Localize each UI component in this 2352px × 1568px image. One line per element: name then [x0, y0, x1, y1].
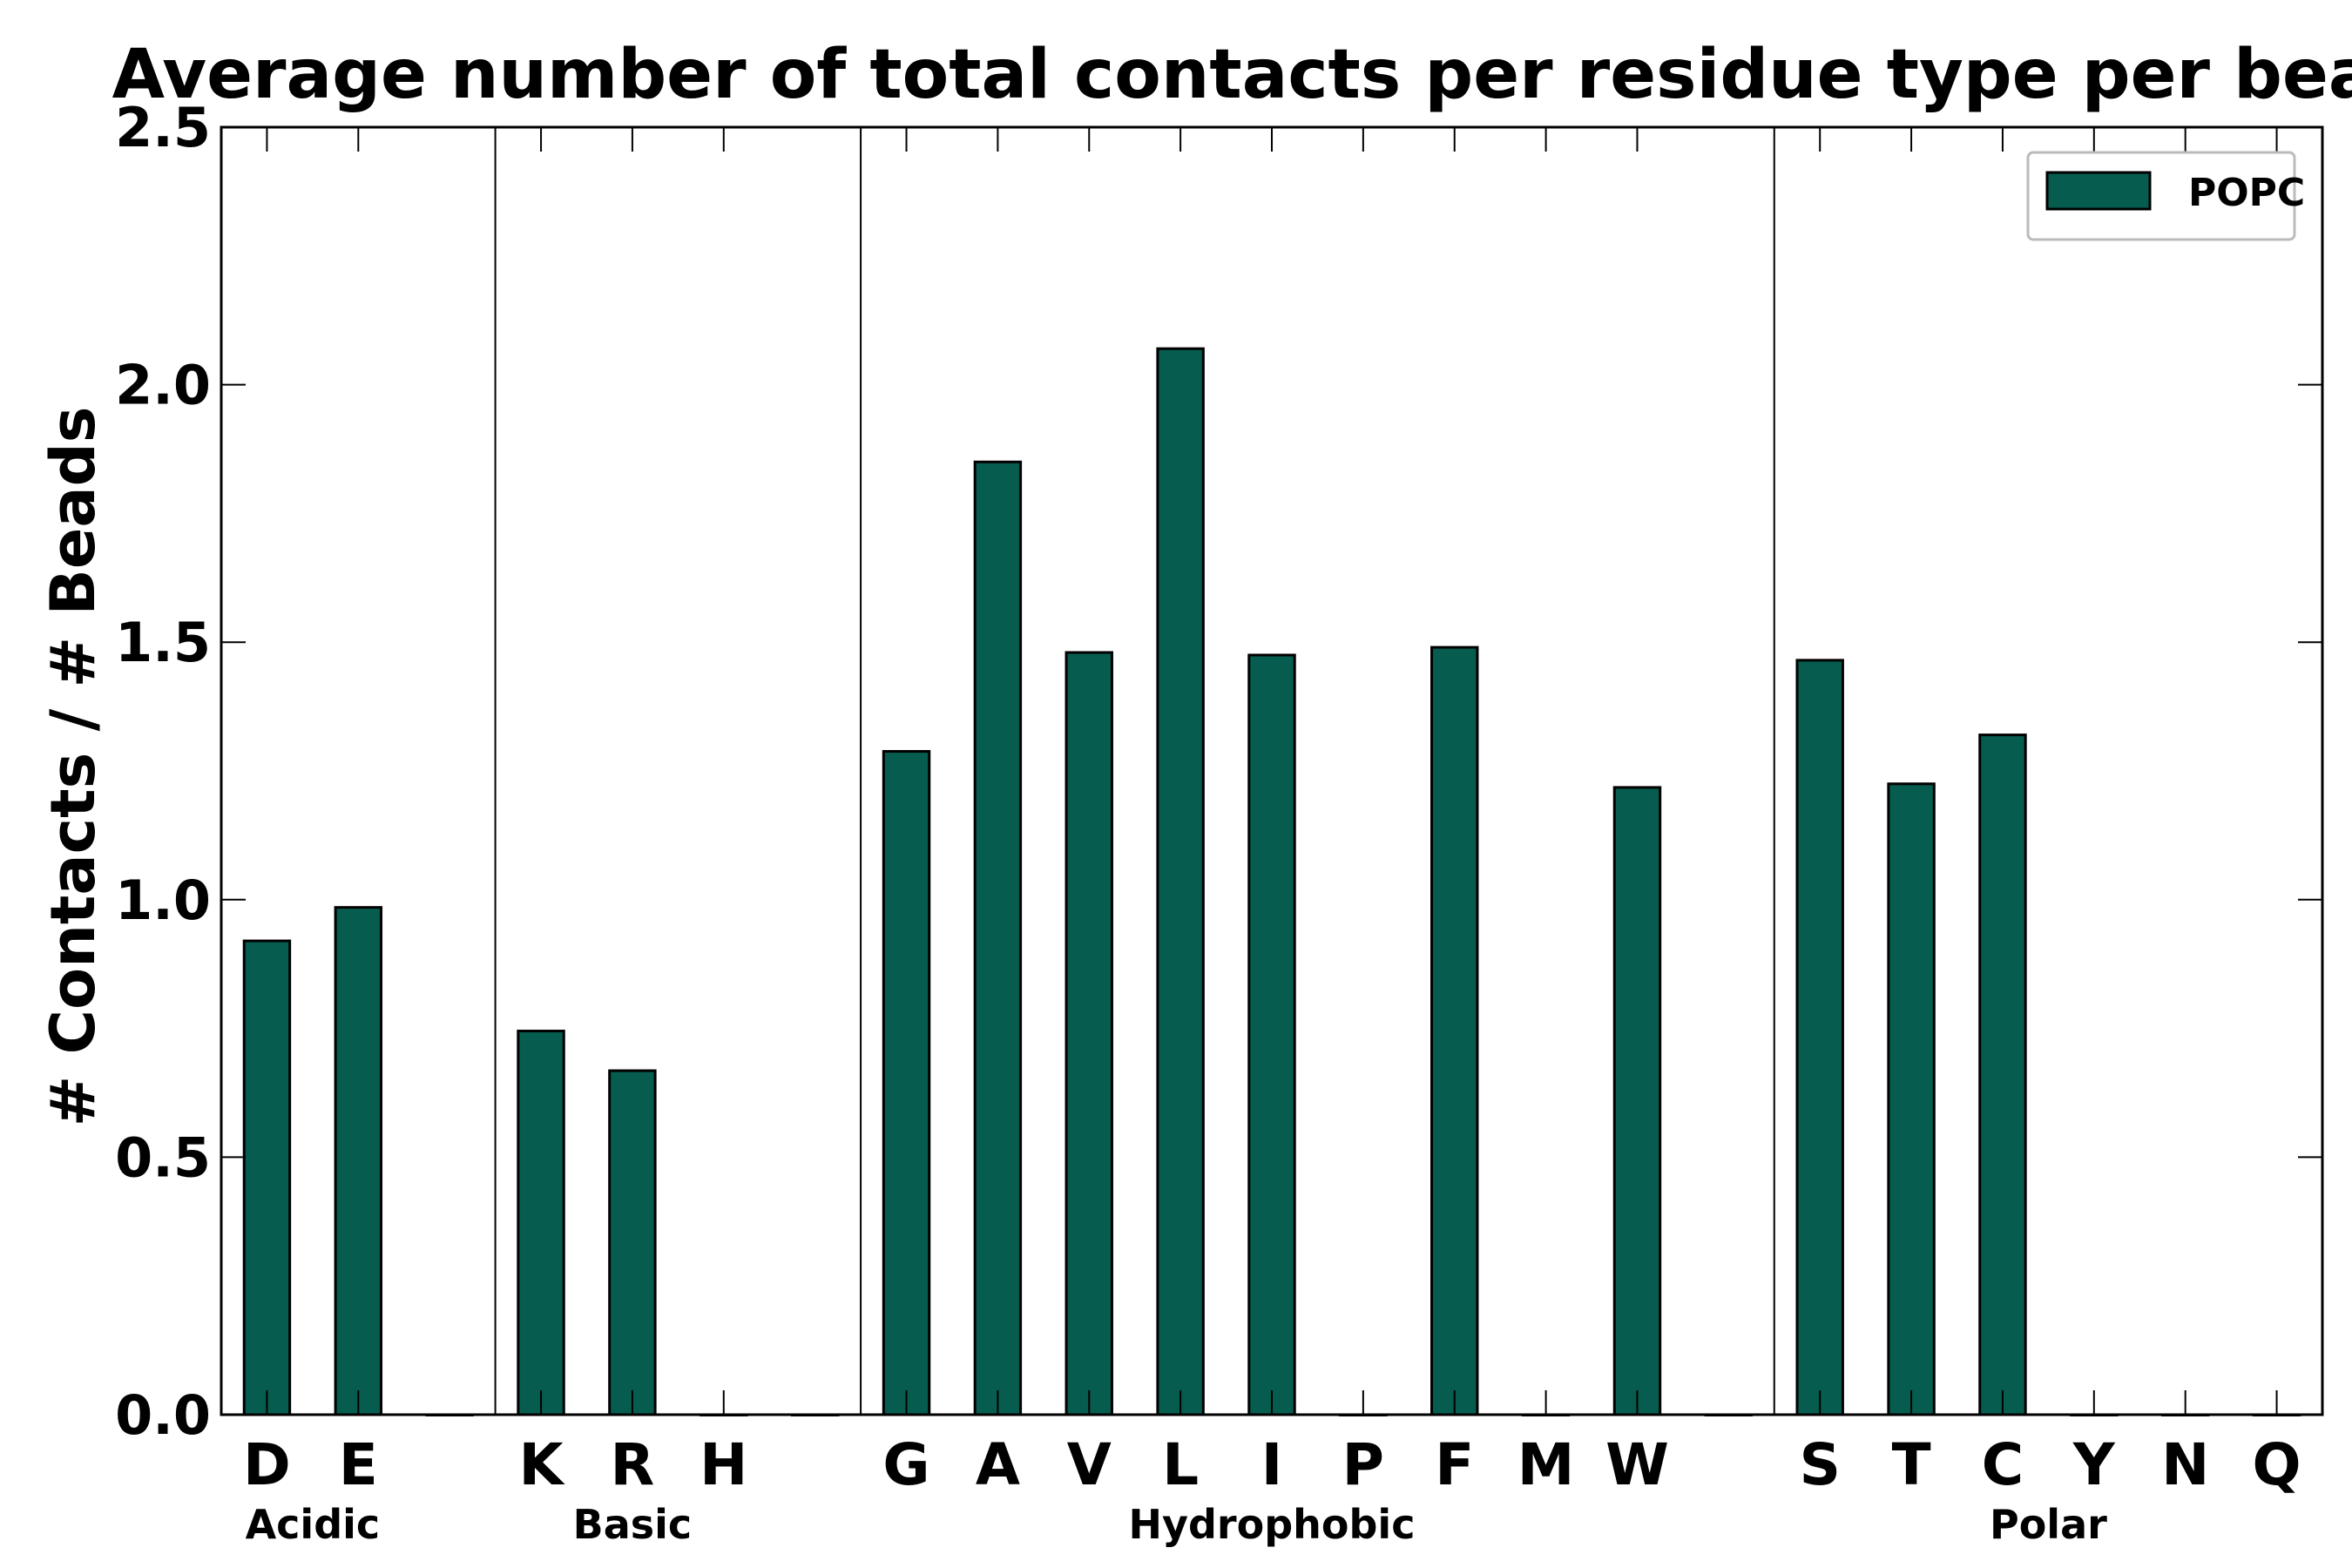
- y-tick-label: 1.0: [115, 868, 211, 932]
- y-tick-label: 2.0: [115, 354, 211, 417]
- x-tick-label-L: L: [1162, 1431, 1199, 1498]
- group-label-hydrophobic: Hydrophobic: [1129, 1501, 1416, 1548]
- x-tick-label-A: A: [976, 1431, 1020, 1498]
- axis-ticks: [221, 126, 2322, 1416]
- legend-swatch-popc: [2045, 171, 2152, 211]
- bar-G: [882, 750, 931, 1416]
- group-labels: Acidic Basic Hydrophobic Polar: [246, 1501, 2108, 1548]
- x-tick-label-P: P: [1342, 1431, 1384, 1498]
- y-tick-label: 1.5: [115, 611, 211, 674]
- x-tick-label-R: R: [610, 1431, 654, 1498]
- bar-D: [242, 939, 292, 1416]
- bar-R: [608, 1069, 657, 1416]
- bar-F: [1430, 645, 1479, 1416]
- x-tick-label-G: G: [882, 1431, 929, 1498]
- chart-title: Average number of total contacts per res…: [112, 36, 2352, 114]
- x-tick-label-M: M: [1517, 1431, 1575, 1498]
- x-tick-label-H: H: [700, 1431, 747, 1498]
- x-tick-label-F: F: [1435, 1431, 1474, 1498]
- bar-K: [517, 1030, 565, 1416]
- x-tick-label-V: V: [1067, 1431, 1112, 1498]
- x-tick-label-S: S: [1799, 1431, 1841, 1498]
- y-tick-labels: 0.0 0.5 1.0 1.5 2.0 2.5: [115, 96, 211, 1447]
- bar-E: [334, 906, 383, 1416]
- y-tick-label: 0.5: [115, 1125, 211, 1189]
- bar-V: [1064, 651, 1113, 1416]
- x-tick-label-I: I: [1261, 1431, 1283, 1498]
- legend: POPC: [2026, 151, 2305, 241]
- legend-label-popc: POPC: [2188, 171, 2305, 215]
- x-tick-label-E: E: [339, 1431, 378, 1498]
- x-tick-label-C: C: [1982, 1431, 2024, 1498]
- bar-W: [1612, 786, 1662, 1416]
- bar-A: [973, 460, 1023, 1416]
- bars-layer: [242, 347, 2301, 1416]
- group-label-basic: Basic: [573, 1501, 693, 1548]
- group-label-acidic: Acidic: [246, 1501, 381, 1548]
- bar-L: [1156, 347, 1205, 1416]
- x-tick-label-N: N: [2161, 1431, 2209, 1498]
- x-tick-label-K: K: [518, 1431, 565, 1498]
- bar-I: [1247, 653, 1296, 1416]
- y-tick-label: 0.0: [115, 1383, 211, 1447]
- y-axis-label: # Contacts / # Beads: [37, 407, 109, 1127]
- plot-area-frame: [220, 125, 2324, 1416]
- y-tick-label: 2.5: [115, 96, 211, 159]
- x-tick-label-T: T: [1892, 1431, 1931, 1498]
- x-tick-label-Y: Y: [2072, 1431, 2116, 1498]
- bar-S: [1795, 659, 1844, 1416]
- group-separators: [494, 127, 1775, 1415]
- x-tick-label-Q: Q: [2253, 1431, 2301, 1498]
- bar-C: [1978, 733, 2027, 1416]
- x-tick-label-D: D: [243, 1431, 291, 1498]
- bar-T: [1887, 782, 1936, 1416]
- group-label-polar: Polar: [1990, 1501, 2107, 1548]
- x-tick-label-W: W: [1605, 1431, 1669, 1498]
